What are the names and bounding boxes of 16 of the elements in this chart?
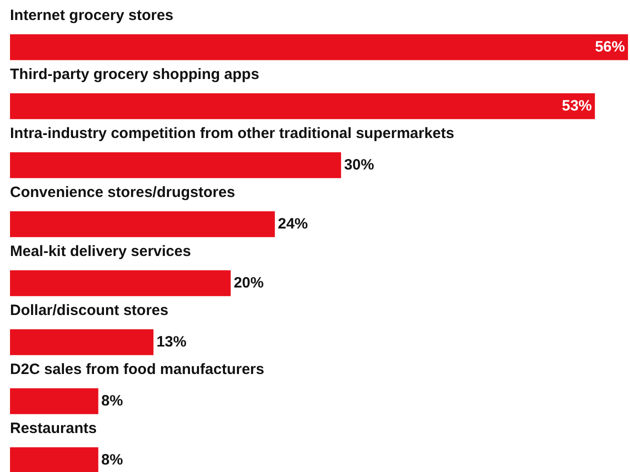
data-label: 8% — [101, 452, 123, 469]
y-tick-label: Internet grocery stores — [10, 7, 174, 24]
data-label: 56% — [594, 38, 625, 56]
data-label: 24% — [278, 216, 308, 233]
data-label: 30% — [344, 156, 374, 174]
data-label: 20% — [234, 274, 264, 292]
y-tick-label: Dollar/discount stores — [10, 302, 168, 319]
y-tick-label: Meal-kit delivery services — [10, 243, 191, 260]
data-label: 53% — [562, 98, 592, 115]
data-label: 8% — [101, 392, 123, 410]
data-label: 13% — [156, 334, 186, 351]
y-tick-label: D2C sales from food manufacturers — [10, 361, 264, 378]
y-tick-label: Convenience stores/drugstores — [10, 184, 236, 201]
y-tick-label: Third-party grocery shopping apps — [10, 66, 260, 83]
y-tick-label: Intra-industry competition from other traditional supermarkets — [10, 125, 454, 142]
y-tick-label: Restaurants — [10, 420, 97, 437]
